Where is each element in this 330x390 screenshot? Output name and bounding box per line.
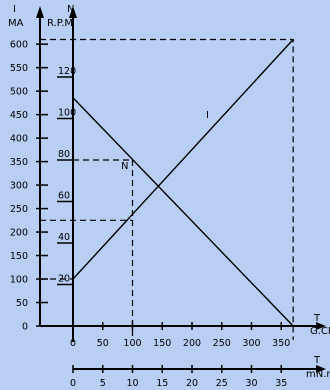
rpm-tick-label: 40	[58, 232, 70, 243]
torque-gcm-tick-label: 0	[70, 338, 76, 349]
rpm-tick-label: 80	[58, 149, 70, 160]
torque-mnm-tick-label: 20	[186, 378, 198, 389]
series-lines	[72, 39, 294, 327]
rpm-tick-label: 20	[58, 274, 70, 285]
rpm-tick-label: 100	[58, 108, 76, 119]
torque-mnm-axis-arrow	[316, 365, 326, 373]
torque-gcm-tick-label: 100	[123, 338, 141, 349]
current-axis-unit: MA	[8, 18, 24, 29]
current-tick-label: 150	[10, 251, 28, 262]
current-tick-label: 100	[10, 275, 28, 286]
torque-gcm-tick-label: 200	[183, 338, 201, 349]
torque-mnm-tick-label: 30	[245, 378, 257, 389]
current-axis-arrow	[36, 6, 44, 18]
current-tick-label: 350	[10, 157, 28, 168]
current-tick-label: 250	[10, 204, 28, 215]
max-current-guide	[40, 38, 294, 340]
torque-mnm-tick-label: 25	[216, 378, 228, 389]
torque-gcm-axis-symbol: T	[313, 313, 321, 324]
current-tick-label: 300	[10, 181, 28, 192]
rpm-axis-arrow	[69, 6, 77, 18]
current-tick-label: 50	[16, 298, 28, 309]
torque-mnm-tick-label: 5	[100, 378, 106, 389]
current-axis-symbol: I	[13, 4, 16, 15]
rpm-axis-symbol: N	[67, 4, 74, 15]
current-tick-label: 500	[10, 87, 28, 98]
axes	[36, 6, 326, 373]
rpm-axis-unit: R.P.M	[47, 18, 73, 29]
torque-gcm-tick-label: 50	[97, 338, 109, 349]
rpm-series-line	[72, 97, 294, 327]
series-label-current: I	[206, 110, 209, 121]
torque-gcm-axis-unit: G.CM	[310, 326, 330, 337]
torque-gcm-tick-label: 150	[153, 338, 171, 349]
series-label-rpm: N	[121, 161, 128, 172]
torque-mnm-axis-unit: mN.m	[306, 369, 330, 380]
torque-mnm-tick-label: 0	[70, 378, 76, 389]
torque-gcm-axis-arrow	[316, 322, 326, 330]
torque-gcm-tick-label: 250	[213, 338, 231, 349]
current-tick-label: 0	[22, 322, 28, 333]
torque-mnm-axis-symbol: T	[313, 355, 321, 366]
current-series-line	[72, 39, 294, 280]
tick-marks	[36, 43, 282, 373]
torque-mnm-tick-label: 10	[126, 378, 138, 389]
current-tick-label: 550	[10, 63, 28, 74]
current-tick-label: 600	[10, 40, 28, 51]
rpm-tick-label: 60	[58, 191, 70, 202]
current-tick-label: 200	[10, 228, 28, 239]
torque-mnm-tick-label: 35	[275, 378, 287, 389]
rpm-tick-label: 120	[58, 66, 76, 77]
torque-mnm-tick-label: 15	[156, 378, 168, 389]
torque-gcm-tick-label: 300	[242, 338, 260, 349]
guide-lines	[40, 38, 294, 340]
torque-gcm-tick-label: 350	[272, 338, 290, 349]
current-tick-label: 450	[10, 110, 28, 121]
current-tick-label: 400	[10, 134, 28, 145]
